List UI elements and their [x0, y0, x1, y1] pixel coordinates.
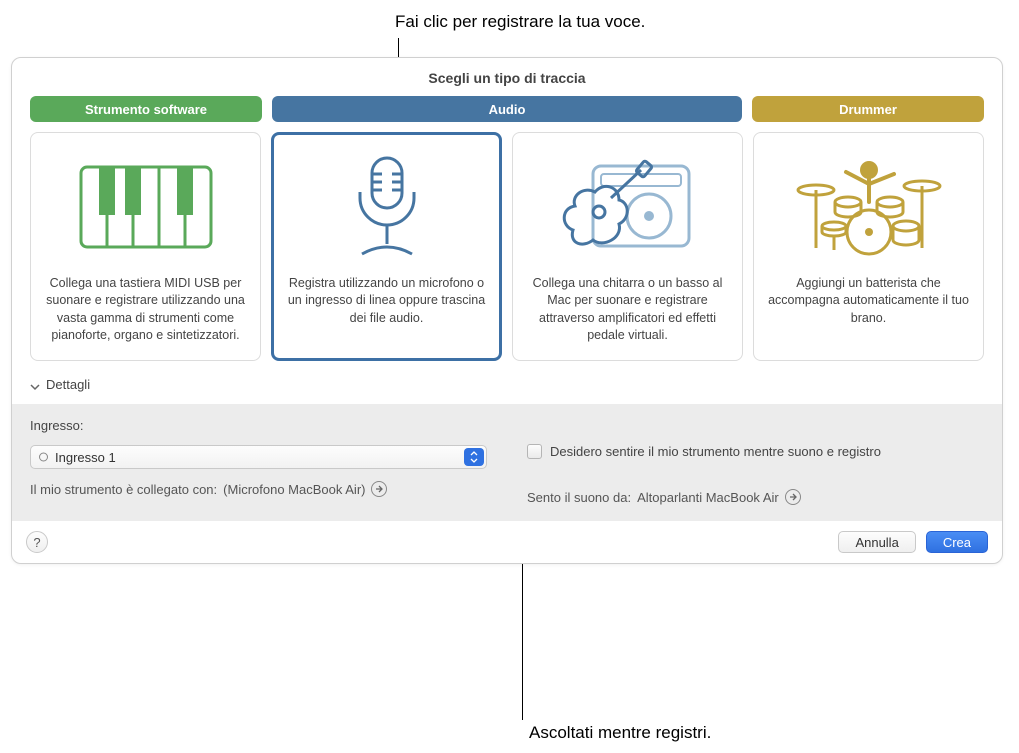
tab-audio[interactable]: Audio — [272, 96, 742, 122]
output-device-row: Sento il suono da: Altoparlanti MacBook … — [527, 489, 984, 505]
details-right-column: Desidero sentire il mio strumento mentre… — [527, 418, 984, 505]
keyboard-icon — [43, 147, 248, 267]
callout-record-voice: Fai clic per registrare la tua voce. — [395, 12, 645, 32]
details-label: Dettagli — [46, 377, 90, 392]
card-microphone-audio[interactable]: Registra utilizzando un microfono o un i… — [271, 132, 502, 361]
monitor-checkbox-label: Desidero sentire il mio strumento mentre… — [550, 444, 881, 459]
microphone-icon — [284, 147, 489, 267]
guitar-amp-icon — [525, 147, 730, 267]
input-label: Ingresso: — [30, 418, 487, 433]
input-channel-icon — [39, 453, 48, 462]
card-software-instrument[interactable]: Collega una tastiera MIDI USB per suonar… — [30, 132, 261, 361]
tab-software-instrument[interactable]: Strumento software — [30, 96, 262, 122]
card-description: Collega una tastiera MIDI USB per suonar… — [43, 275, 248, 344]
card-description: Collega una chitarra o un basso al Mac p… — [525, 275, 730, 344]
select-stepper-icon — [464, 448, 484, 466]
card-drummer[interactable]: Aggiungi un batterista che accompagna au… — [753, 132, 984, 361]
choose-track-type-window: Scegli un tipo di traccia Strumento soft… — [11, 57, 1003, 564]
card-description: Aggiungi un batterista che accompagna au… — [766, 275, 971, 327]
card-description: Registra utilizzando un microfono o un i… — [284, 275, 489, 327]
details-disclosure[interactable]: Dettagli — [12, 377, 1002, 404]
drummer-icon — [766, 147, 971, 267]
details-panel: Ingresso: Ingresso 1 Il mio strumento è … — [12, 404, 1002, 521]
output-prefix: Sento il suono da: — [527, 490, 631, 505]
create-button[interactable]: Crea — [926, 531, 988, 553]
button-label: Crea — [943, 535, 971, 550]
window-title: Scegli un tipo di traccia — [12, 58, 1002, 96]
track-type-tabs: Strumento software Audio Drummer — [12, 96, 1002, 132]
input-device-arrow-button[interactable] — [371, 481, 387, 497]
callout-listen-while-recording: Ascoltati mentre registri. — [529, 723, 711, 743]
instrument-connected-row: Il mio strumento è collegato con: (Micro… — [30, 481, 487, 497]
tab-drummer[interactable]: Drummer — [752, 96, 984, 122]
connected-prefix: Il mio strumento è collegato con: — [30, 482, 217, 497]
track-type-cards: Collega una tastiera MIDI USB per suonar… — [12, 132, 1002, 377]
tab-label: Audio — [489, 102, 526, 117]
dialog-footer: ? Annulla Crea — [12, 521, 1002, 563]
connected-device: (Microfono MacBook Air) — [223, 482, 365, 497]
cancel-button[interactable]: Annulla — [838, 531, 915, 553]
tab-label: Strumento software — [85, 102, 207, 117]
monitor-checkbox[interactable] — [527, 444, 542, 459]
output-device: Altoparlanti MacBook Air — [637, 490, 779, 505]
button-label: Annulla — [855, 535, 898, 550]
chevron-down-icon — [30, 380, 40, 390]
help-button[interactable]: ? — [26, 531, 48, 553]
help-icon: ? — [33, 535, 40, 550]
output-device-arrow-button[interactable] — [785, 489, 801, 505]
input-select[interactable]: Ingresso 1 — [30, 445, 487, 469]
details-left-column: Ingresso: Ingresso 1 Il mio strumento è … — [30, 418, 487, 505]
card-guitar-audio[interactable]: Collega una chitarra o un basso al Mac p… — [512, 132, 743, 361]
input-select-value: Ingresso 1 — [55, 450, 116, 465]
tab-label: Drummer — [839, 102, 897, 117]
